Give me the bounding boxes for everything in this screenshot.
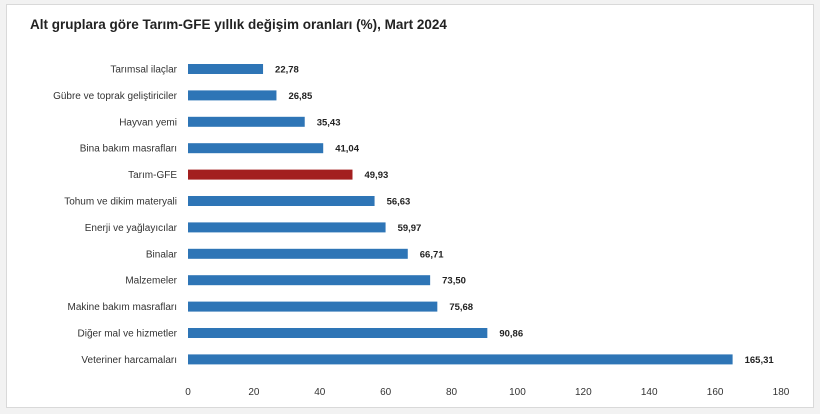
data-label: 73,50 <box>442 276 466 287</box>
category-label: Veteriner harcamaları <box>81 355 177 366</box>
category-label: Tarım-GFE <box>128 170 177 181</box>
x-tick-label: 60 <box>380 387 392 398</box>
data-label: 49,93 <box>364 170 388 181</box>
bar <box>188 275 431 286</box>
category-label: Gübre ve toprak geliştiriciler <box>53 91 178 102</box>
chart-panel <box>6 4 814 408</box>
x-tick-label: 80 <box>446 387 458 398</box>
data-label: 35,43 <box>317 117 341 128</box>
x-tick-label: 20 <box>248 387 260 398</box>
bar <box>188 301 438 312</box>
category-label: Bina bakım masrafları <box>80 144 177 155</box>
x-tick-label: 140 <box>641 387 658 398</box>
data-label: 165,31 <box>745 355 775 366</box>
data-label: 66,71 <box>420 249 444 260</box>
x-tick-label: 160 <box>707 387 724 398</box>
x-tick-label: 0 <box>185 387 191 398</box>
x-tick-label: 40 <box>314 387 326 398</box>
category-label: Enerji ve yağlayıcılar <box>85 223 178 234</box>
data-label: 75,68 <box>449 302 473 313</box>
category-label: Binalar <box>146 249 178 260</box>
bar <box>188 196 375 206</box>
x-tick-label: 180 <box>773 387 790 398</box>
category-label: Tohum ve dikim materyali <box>64 197 177 208</box>
category-label: Tarımsal ilaçlar <box>110 65 177 76</box>
category-label: Malzemeler <box>125 276 177 287</box>
bar <box>188 328 488 338</box>
category-label: Hayvan yemi <box>119 117 177 128</box>
bar <box>188 143 324 154</box>
bar <box>188 90 277 101</box>
category-label: Makine bakım masrafları <box>68 302 177 313</box>
bar <box>188 169 353 180</box>
x-tick-label: 100 <box>509 387 526 398</box>
bar <box>188 248 408 259</box>
category-label: Diğer mal ve hizmetler <box>78 329 178 340</box>
data-label: 59,97 <box>398 223 422 234</box>
bar <box>188 222 386 233</box>
data-label: 22,78 <box>275 65 299 76</box>
chart-title: Alt gruplara göre Tarım-GFE yıllık değiş… <box>30 17 447 32</box>
data-label: 56,63 <box>387 197 411 208</box>
data-label: 41,04 <box>335 144 359 155</box>
bar <box>188 116 305 127</box>
bar <box>188 64 264 74</box>
bar <box>188 354 733 365</box>
data-label: 26,85 <box>288 91 312 102</box>
data-label: 90,86 <box>499 329 523 340</box>
x-tick-label: 120 <box>575 387 592 398</box>
